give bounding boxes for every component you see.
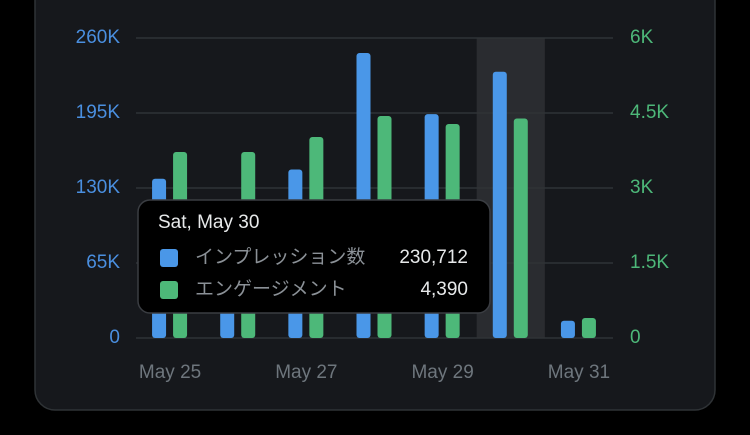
- tooltip-value: 230,712: [399, 247, 468, 268]
- y2-tick-label: 0: [630, 327, 641, 348]
- tooltip: Sat, May 30 インプレッション数 230,712 エンゲージメント 4,390: [137, 199, 491, 314]
- y-tick-label: 130K: [76, 177, 121, 198]
- legend-label: インプレッション数: [195, 246, 365, 268]
- legend-label: エンゲージメント: [195, 278, 347, 300]
- y-tick-label: 195K: [76, 102, 121, 123]
- y2-tick-label: 1.5K: [630, 252, 669, 273]
- y-tick-label: 260K: [76, 27, 121, 48]
- y-tick-label: 0: [109, 327, 120, 348]
- tooltip-title: Sat, May 30: [158, 212, 259, 233]
- bar: [492, 71, 507, 338]
- y-tick-label: 65K: [86, 252, 120, 273]
- x-tick-label: May 31: [548, 362, 610, 383]
- bar: [560, 320, 575, 338]
- bar: [513, 118, 528, 338]
- legend-swatch: [160, 249, 178, 267]
- x-tick-label: May 27: [275, 362, 337, 383]
- bar: [581, 318, 596, 338]
- tooltip-box: [137, 199, 491, 314]
- y2-tick-label: 4.5K: [630, 102, 669, 123]
- y2-tick-label: 6K: [630, 27, 654, 48]
- tooltip-value: 4,390: [420, 279, 468, 300]
- x-tick-label: May 29: [411, 362, 473, 383]
- x-tick-label: May 25: [139, 362, 201, 383]
- legend-swatch: [160, 281, 178, 299]
- y2-tick-label: 3K: [630, 177, 654, 198]
